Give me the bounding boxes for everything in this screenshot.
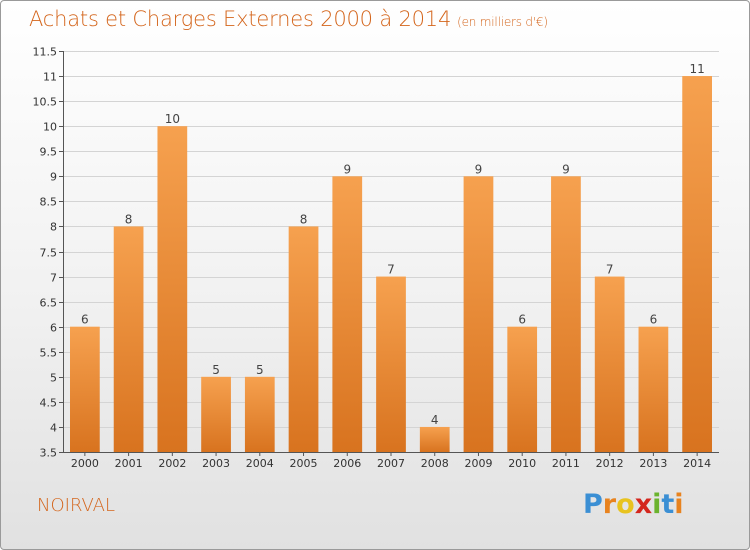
commune-name: NOIRVAL (37, 495, 115, 516)
y-tick-label: 7.5 (40, 247, 58, 260)
chart-title: Achats et Charges Externes 2000 à 2014 (e… (29, 7, 548, 31)
bar-value-label: 8 (125, 212, 133, 226)
y-tick-label: 4 (50, 422, 57, 435)
y-tick-label: 8.5 (40, 196, 58, 209)
x-tick-label: 2010 (508, 457, 536, 470)
chart-title-text: Achats et Charges Externes 2000 à 2014 (29, 7, 452, 31)
x-tick-label: 2005 (290, 457, 318, 470)
x-tick-label: 2007 (377, 457, 405, 470)
bar[interactable] (332, 176, 363, 452)
bar-value-label: 6 (518, 313, 526, 327)
bar[interactable] (594, 276, 625, 452)
y-tick-label: 6 (50, 322, 57, 335)
y-tick-label: 5.5 (40, 347, 58, 360)
bar[interactable] (244, 376, 275, 452)
bar[interactable] (507, 326, 538, 452)
bar[interactable] (419, 426, 450, 452)
bar-value-label: 9 (475, 162, 483, 176)
y-tick-label: 11.5 (33, 46, 58, 59)
bar-value-label: 9 (562, 162, 570, 176)
bar-value-label: 7 (387, 263, 395, 277)
logo-letter: x (634, 489, 653, 520)
bar[interactable] (113, 226, 144, 452)
logo-letter: t (661, 489, 675, 520)
y-tick-label: 5 (50, 372, 57, 385)
chart-unit: (en milliers d'€) (457, 15, 548, 29)
bar-value-label: 7 (606, 263, 614, 277)
logo-letter: i (674, 489, 684, 520)
logo-letter: P (583, 489, 603, 520)
bar-value-label: 5 (212, 363, 220, 377)
bar[interactable] (682, 76, 713, 452)
bar[interactable] (201, 376, 231, 452)
y-tick-label: 3.5 (40, 447, 58, 460)
y-tick-label: 4.5 (40, 397, 58, 410)
x-tick-label: 2008 (421, 457, 449, 470)
x-tick-label: 2013 (639, 457, 667, 470)
bar-value-label: 6 (650, 313, 658, 327)
x-tick-label: 2000 (71, 457, 99, 470)
y-tick-label: 9 (50, 171, 57, 184)
x-tick-label: 2011 (552, 457, 580, 470)
x-tick-label: 2014 (683, 457, 711, 470)
bar[interactable] (463, 176, 494, 452)
x-tick-label: 2004 (246, 457, 274, 470)
logo-letter: i (652, 489, 662, 520)
x-tick-label: 2009 (464, 457, 492, 470)
x-tick-label: 2012 (596, 457, 624, 470)
bar-value-label: 4 (431, 413, 439, 427)
bar-value-label: 11 (689, 62, 704, 76)
bar-value-label: 9 (343, 162, 351, 176)
logo-letter: r (602, 489, 617, 520)
y-tick-label: 10 (43, 121, 57, 134)
x-tick-label: 2001 (115, 457, 143, 470)
y-tick-label: 11 (43, 71, 57, 84)
bar-value-label: 10 (165, 112, 180, 126)
x-tick-label: 2003 (202, 457, 230, 470)
bar[interactable] (157, 126, 188, 452)
y-tick-label: 6.5 (40, 297, 58, 310)
bar[interactable] (638, 326, 669, 452)
x-tick-label: 2006 (333, 457, 361, 470)
y-tick-label: 9.5 (40, 146, 58, 159)
logo-letter: o (616, 489, 635, 520)
x-tick-label: 2002 (158, 457, 186, 470)
y-tick-label: 8 (50, 221, 57, 234)
bar-value-label: 8 (300, 212, 308, 226)
bar-value-label: 6 (81, 313, 89, 327)
bar[interactable] (69, 326, 100, 452)
y-tick-label: 7 (50, 272, 57, 285)
bar[interactable] (288, 226, 319, 452)
y-tick-label: 10.5 (33, 96, 58, 109)
bar[interactable] (551, 176, 581, 452)
bar-value-label: 5 (256, 363, 264, 377)
bar[interactable] (376, 276, 406, 452)
proxiti-logo[interactable]: Proxiti (583, 489, 684, 520)
